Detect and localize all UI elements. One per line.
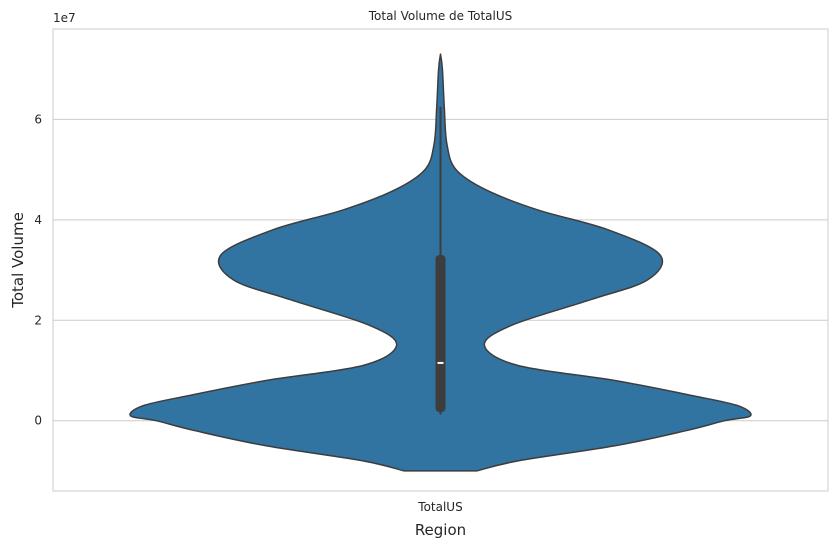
violin-iqr-box [435,254,446,413]
y-tick-label: 6 [34,112,42,126]
violin-group [129,53,752,472]
x-axis-label: Region [415,521,466,539]
plot-frame [52,28,829,492]
y-tick-label: 4 [34,213,42,227]
x-tick-label: TotalUS [417,500,462,514]
y-tick-label: 0 [34,414,42,428]
y-tick-label: 2 [34,313,42,327]
y-axis-label: Total Volume [9,212,27,309]
chart-title: Total Volume de TotalUS [368,9,513,23]
y-offset-label: 1e7 [53,11,76,25]
y-tick-labels: 0 2 4 6 [34,112,42,427]
x-tick-labels: TotalUS [417,500,462,514]
